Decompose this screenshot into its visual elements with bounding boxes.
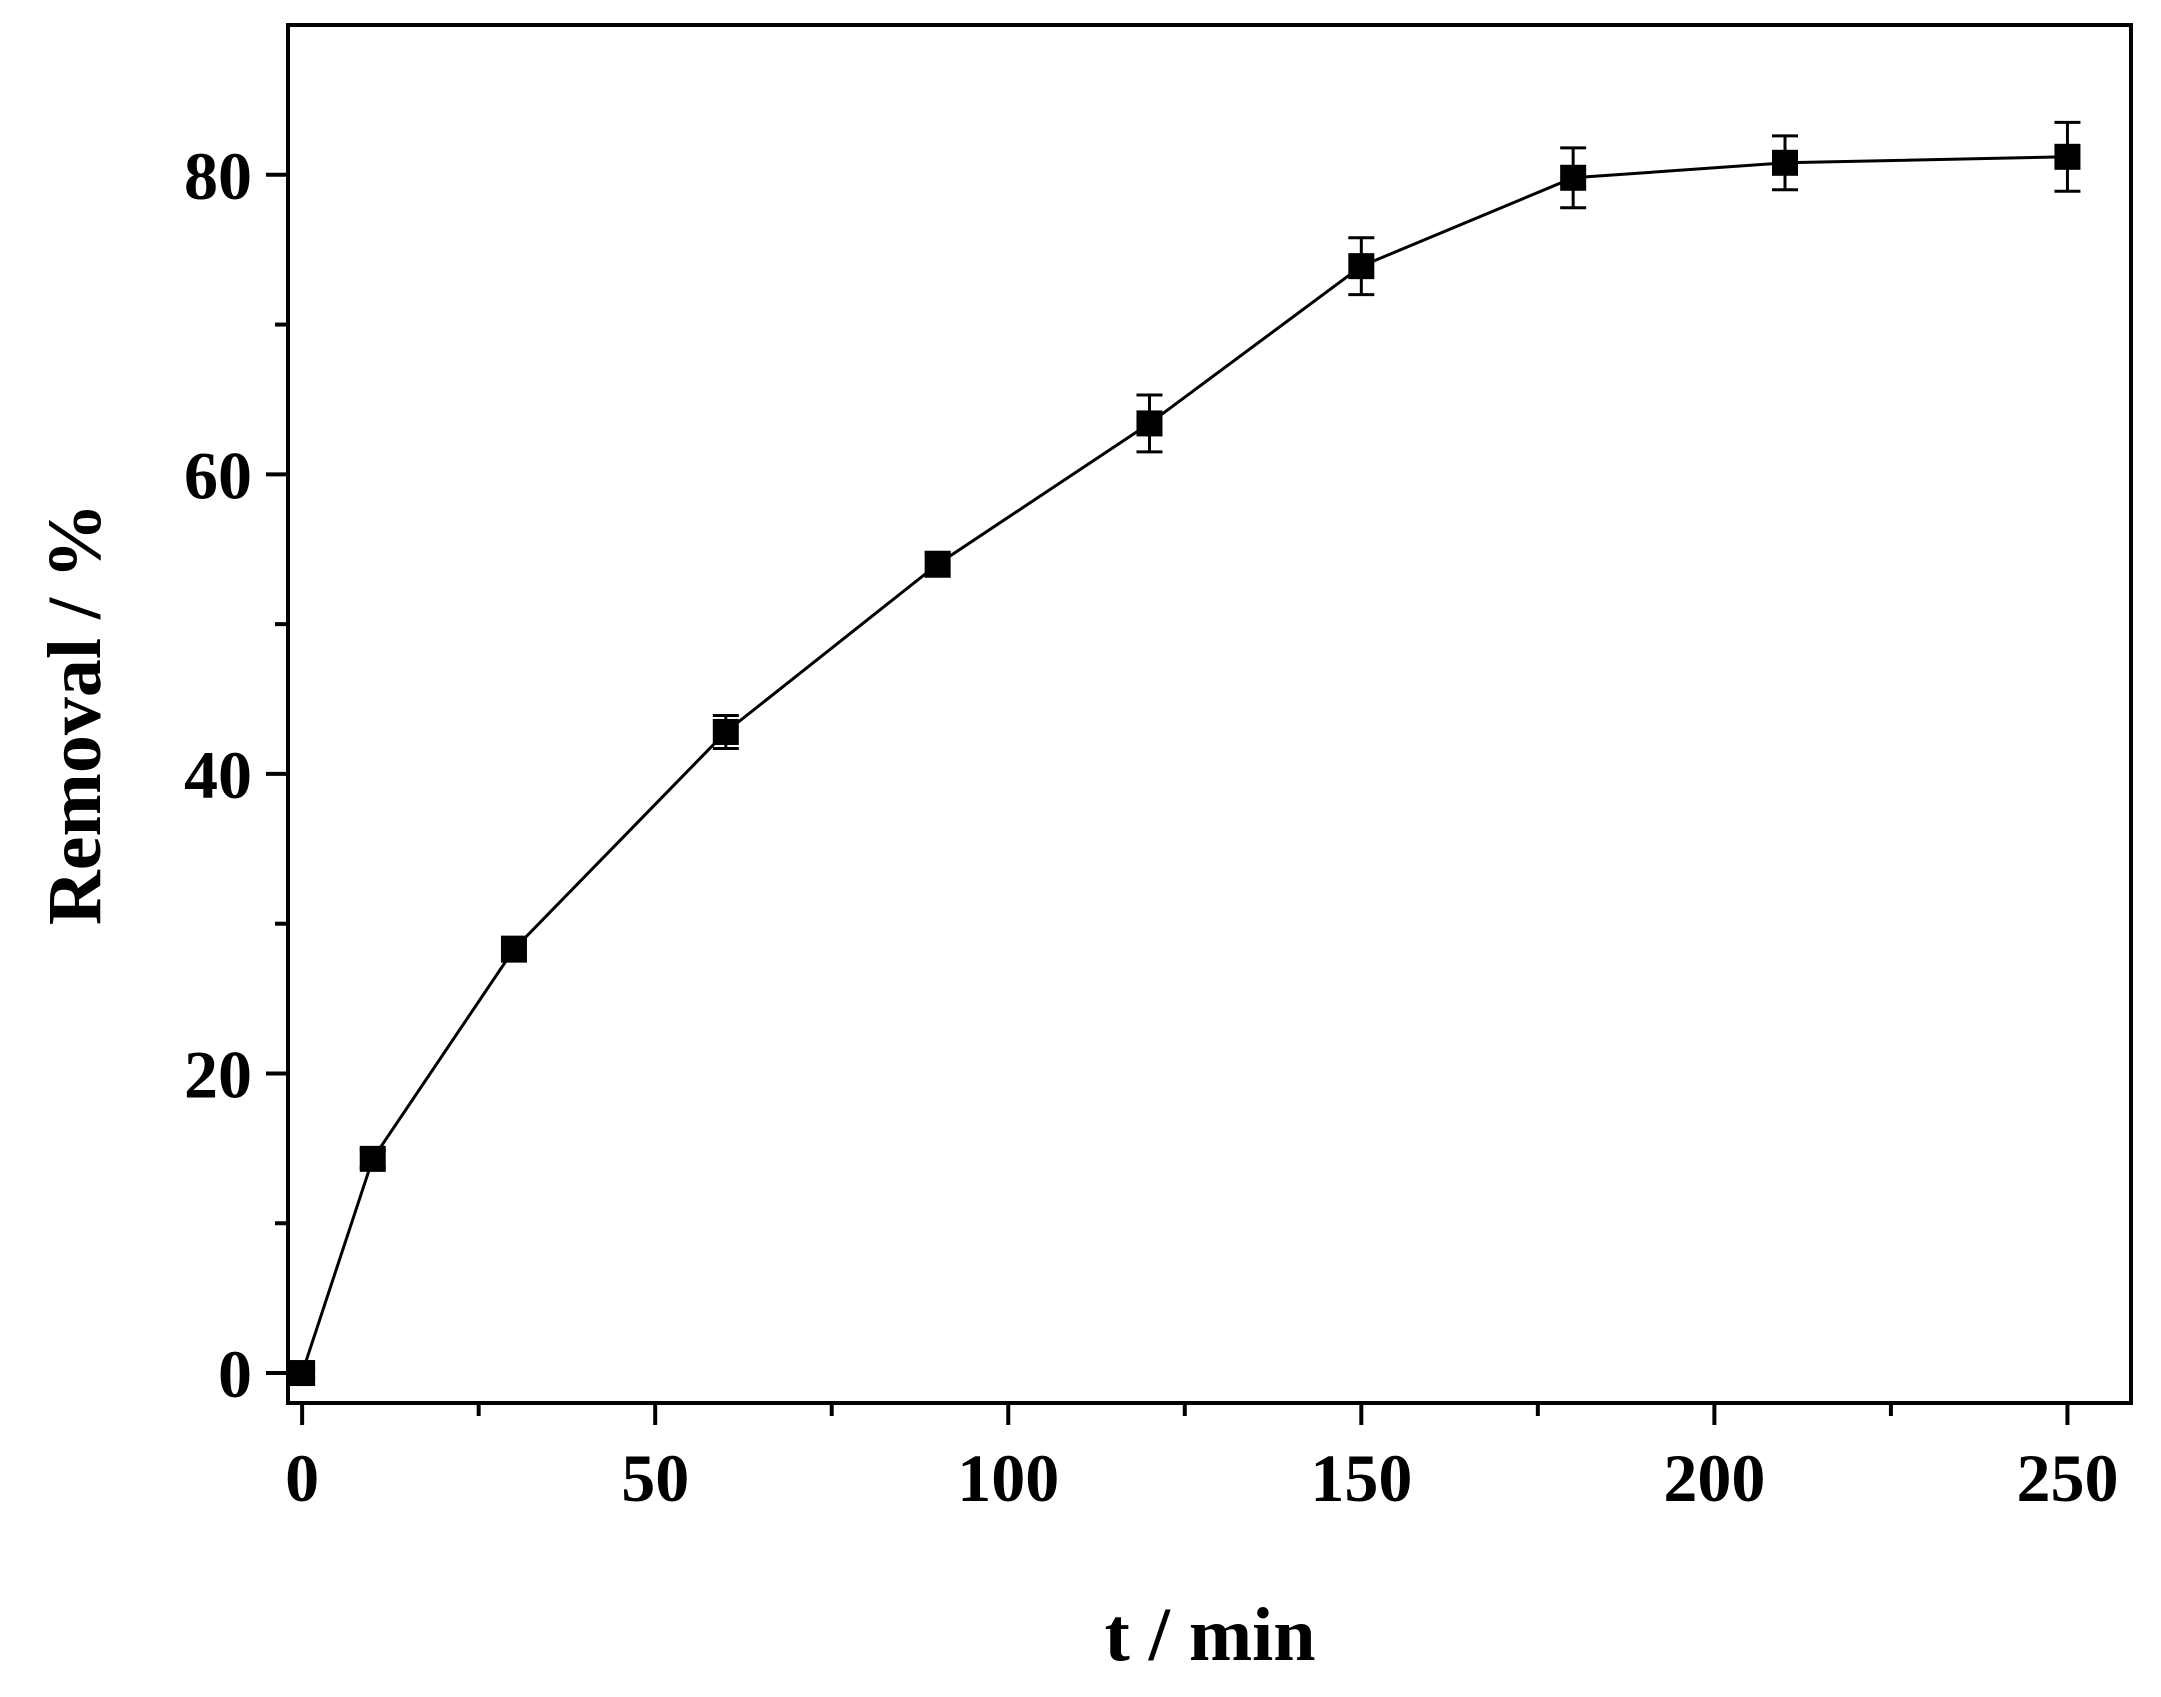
data-point-marker	[1771, 149, 1798, 176]
x-tick-label: 100	[957, 1440, 1059, 1516]
data-point-marker	[500, 936, 527, 963]
data-point-marker	[712, 718, 739, 745]
data-series	[289, 120, 2081, 1387]
y-tick-label: 80	[184, 138, 252, 214]
series-line	[300, 155, 2068, 1374]
y-tick-label: 40	[184, 737, 252, 813]
data-point-marker	[1560, 164, 1587, 191]
x-axis-title: t / min	[1104, 1593, 1315, 1677]
axis-tick-labels: 0 50 100 150 200 250 0 20 40 60 80	[184, 138, 2118, 1516]
data-point-marker	[1348, 253, 1375, 280]
y-tick-label: 20	[184, 1036, 252, 1112]
data-point-marker	[359, 1145, 386, 1172]
data-point-marker	[924, 551, 951, 578]
y-axis-title: Removal / %	[33, 503, 117, 925]
data-point-marker	[289, 1360, 316, 1387]
x-tick-label: 200	[1663, 1440, 1765, 1516]
y-tick-label: 60	[184, 437, 252, 513]
data-point-marker	[1136, 410, 1163, 437]
x-tick-label: 0	[285, 1440, 319, 1516]
x-tick-label: 150	[1310, 1440, 1412, 1516]
plot-frame	[286, 23, 2133, 1405]
x-tick-label: 50	[621, 1440, 689, 1516]
data-point-marker	[2054, 143, 2081, 170]
axis-ticks	[266, 172, 2070, 1425]
y-tick-label: 0	[218, 1336, 252, 1412]
x-tick-label: 250	[2016, 1440, 2118, 1516]
